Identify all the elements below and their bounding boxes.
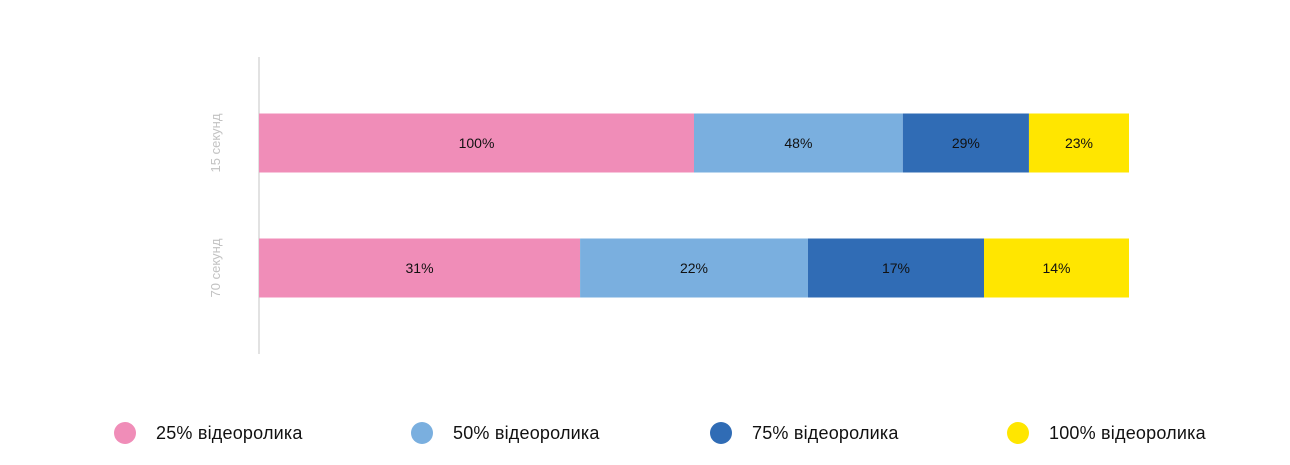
bar-segment-row2-series1	[259, 238, 581, 298]
bar-segment-row1-series3	[902, 113, 1029, 173]
chart-plot-area: 15 секунд 100% 48% 29% 23% 70 секунд 31% 22% 17%…	[208, 57, 1129, 354]
legend-item-25-percent: 25% відеоролика	[114, 420, 303, 446]
legend-swatch-50-percent	[411, 422, 433, 444]
data-label-row2-series3: 17%	[882, 260, 910, 276]
data-label-row1-series1: 100%	[459, 135, 495, 151]
bar-segment-row1-series1	[259, 113, 694, 173]
data-label-row2-series1: 31%	[406, 260, 434, 276]
bar-segment-row2-series4	[984, 238, 1129, 298]
legend-label-75-percent: 75% відеоролика	[752, 422, 899, 443]
legend-swatch-75-percent	[710, 422, 732, 444]
data-label-row2-series4: 14%	[1042, 260, 1070, 276]
legend-label-25-percent: 25% відеоролика	[156, 422, 303, 443]
bar-segment-row1-series4	[1028, 113, 1129, 173]
legend-item-50-percent: 50% відеоролика	[411, 420, 600, 446]
chart-legend: 25% відеоролика 50% відеоролика 75% віде…	[0, 414, 1290, 454]
legend-swatch-100-percent	[1007, 422, 1029, 444]
legend-item-75-percent: 75% відеоролика	[710, 420, 899, 446]
bar-segment-row2-series3	[807, 238, 984, 298]
data-label-row1-series2: 48%	[784, 135, 812, 151]
category-label-2: 70 секунд	[208, 238, 223, 297]
data-label-row1-series3: 29%	[952, 135, 980, 151]
legend-swatch-25-percent	[114, 422, 136, 444]
data-label-row2-series2: 22%	[680, 260, 708, 276]
legend-item-100-percent: 100% відеоролика	[1007, 420, 1206, 446]
bar-segment-row2-series2	[580, 238, 808, 298]
bar-segment-row1-series2	[694, 113, 903, 173]
category-label-1: 15 секунд	[208, 113, 223, 172]
legend-label-50-percent: 50% відеоролика	[453, 422, 600, 443]
data-label-row1-series4: 23%	[1065, 135, 1093, 151]
legend-label-100-percent: 100% відеоролика	[1049, 422, 1206, 443]
